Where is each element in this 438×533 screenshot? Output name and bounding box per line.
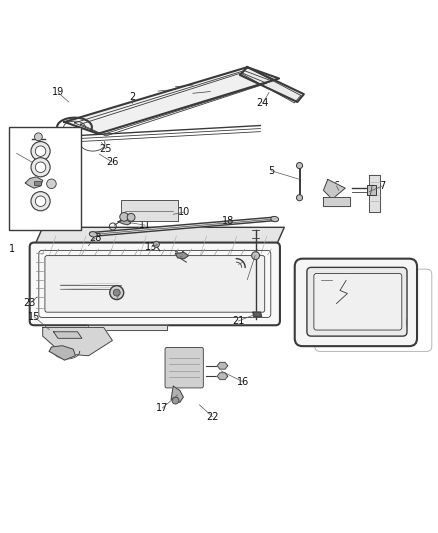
Text: 3: 3: [14, 148, 20, 158]
Circle shape: [47, 179, 56, 189]
Circle shape: [31, 158, 50, 177]
Text: 13: 13: [145, 242, 158, 252]
FancyBboxPatch shape: [165, 348, 203, 388]
Text: 25: 25: [99, 144, 112, 154]
Ellipse shape: [89, 232, 97, 237]
Polygon shape: [217, 373, 228, 379]
Circle shape: [127, 213, 135, 221]
FancyBboxPatch shape: [45, 256, 265, 312]
Circle shape: [110, 286, 124, 300]
Text: 10: 10: [178, 207, 190, 217]
Ellipse shape: [271, 216, 279, 222]
Circle shape: [35, 146, 46, 156]
Bar: [367, 185, 376, 195]
Circle shape: [35, 162, 46, 173]
Circle shape: [31, 142, 50, 161]
Polygon shape: [91, 217, 278, 236]
Text: 7: 7: [379, 181, 385, 191]
Polygon shape: [25, 177, 43, 188]
FancyBboxPatch shape: [314, 273, 402, 330]
Text: 12: 12: [110, 294, 123, 304]
Bar: [9, 127, 81, 230]
FancyBboxPatch shape: [307, 268, 407, 336]
Circle shape: [120, 213, 128, 221]
Text: 14: 14: [174, 251, 186, 261]
Polygon shape: [369, 175, 380, 212]
Circle shape: [297, 163, 303, 168]
Circle shape: [172, 397, 179, 404]
Text: 11: 11: [139, 220, 151, 230]
Circle shape: [35, 133, 42, 141]
Polygon shape: [49, 346, 75, 360]
Text: 5: 5: [268, 166, 274, 176]
Polygon shape: [323, 197, 350, 206]
Text: 17: 17: [156, 403, 169, 413]
Polygon shape: [323, 180, 345, 199]
Polygon shape: [43, 327, 113, 356]
Polygon shape: [176, 253, 188, 259]
Circle shape: [31, 192, 50, 211]
Text: 21: 21: [233, 316, 245, 326]
Text: 1: 1: [9, 244, 15, 254]
Text: 26: 26: [106, 157, 119, 167]
Polygon shape: [34, 228, 284, 247]
Polygon shape: [88, 325, 167, 329]
Bar: [34, 181, 41, 185]
Text: 16: 16: [237, 377, 249, 387]
Text: 15: 15: [28, 312, 40, 321]
Polygon shape: [240, 67, 304, 102]
Polygon shape: [118, 219, 131, 225]
Circle shape: [297, 195, 303, 201]
Text: 2: 2: [129, 92, 135, 102]
Text: 8: 8: [318, 274, 325, 285]
Circle shape: [35, 196, 46, 206]
Bar: [121, 200, 178, 221]
Circle shape: [252, 252, 259, 260]
Polygon shape: [64, 67, 279, 134]
Polygon shape: [253, 312, 261, 317]
Polygon shape: [53, 332, 82, 338]
Text: 9: 9: [403, 320, 409, 330]
Text: 6: 6: [333, 181, 339, 191]
Text: 23: 23: [24, 298, 36, 309]
FancyBboxPatch shape: [295, 259, 417, 346]
Polygon shape: [171, 386, 184, 402]
Text: 22: 22: [206, 411, 219, 422]
Text: 24: 24: [256, 98, 268, 108]
Text: 27: 27: [237, 257, 249, 267]
Polygon shape: [217, 362, 228, 369]
FancyBboxPatch shape: [30, 243, 280, 325]
Text: 28: 28: [89, 233, 101, 243]
Text: 19: 19: [52, 87, 64, 98]
Circle shape: [113, 289, 120, 296]
Circle shape: [153, 241, 159, 247]
Text: 20: 20: [241, 274, 254, 285]
Text: 18: 18: [222, 216, 234, 226]
